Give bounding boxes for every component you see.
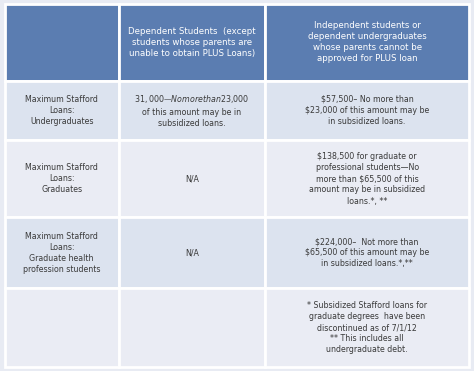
Bar — [118, 140, 265, 217]
Bar — [265, 81, 469, 140]
Text: N/A: N/A — [185, 248, 199, 257]
Bar — [5, 288, 118, 367]
Text: Independent students or
dependent undergraduates
whose parents cannot be
approve: Independent students or dependent underg… — [308, 21, 427, 63]
Text: $138,500 for graduate or
professional students—No
more than $65,500 of this
amou: $138,500 for graduate or professional st… — [309, 152, 425, 206]
Text: N/A: N/A — [185, 174, 199, 183]
Text: $31,000—No more than $23,000
of this amount may be in
subsidized loans.: $31,000—No more than $23,000 of this amo… — [134, 93, 249, 128]
Bar — [265, 217, 469, 288]
Bar — [5, 217, 118, 288]
Text: Maximum Stafford
Loans:
Graduate health
profession students: Maximum Stafford Loans: Graduate health … — [23, 232, 100, 274]
Bar — [5, 4, 118, 81]
Bar — [118, 4, 265, 81]
Bar — [118, 288, 265, 367]
Text: $57,500– No more than
$23,000 of this amount may be
in subsidized loans.: $57,500– No more than $23,000 of this am… — [305, 95, 429, 126]
Text: $224,000–  Not more than
$65,500 of this amount may be
in subsidized loans.*,**: $224,000– Not more than $65,500 of this … — [305, 237, 429, 268]
Text: Maximum Stafford
Loans:
Graduates: Maximum Stafford Loans: Graduates — [25, 163, 98, 194]
Bar — [265, 140, 469, 217]
Text: Maximum Stafford
Loans:
Undergraduates: Maximum Stafford Loans: Undergraduates — [25, 95, 98, 126]
Text: Dependent Students  (except
students whose parents are
unable to obtain PLUS Loa: Dependent Students (except students whos… — [128, 27, 255, 58]
Bar — [265, 4, 469, 81]
Text: * Subsidized Stafford loans for
graduate degrees  have been
discontinued as of 7: * Subsidized Stafford loans for graduate… — [307, 301, 427, 354]
Bar — [118, 81, 265, 140]
Bar — [5, 140, 118, 217]
Bar — [118, 217, 265, 288]
Bar — [265, 288, 469, 367]
Bar — [5, 81, 118, 140]
